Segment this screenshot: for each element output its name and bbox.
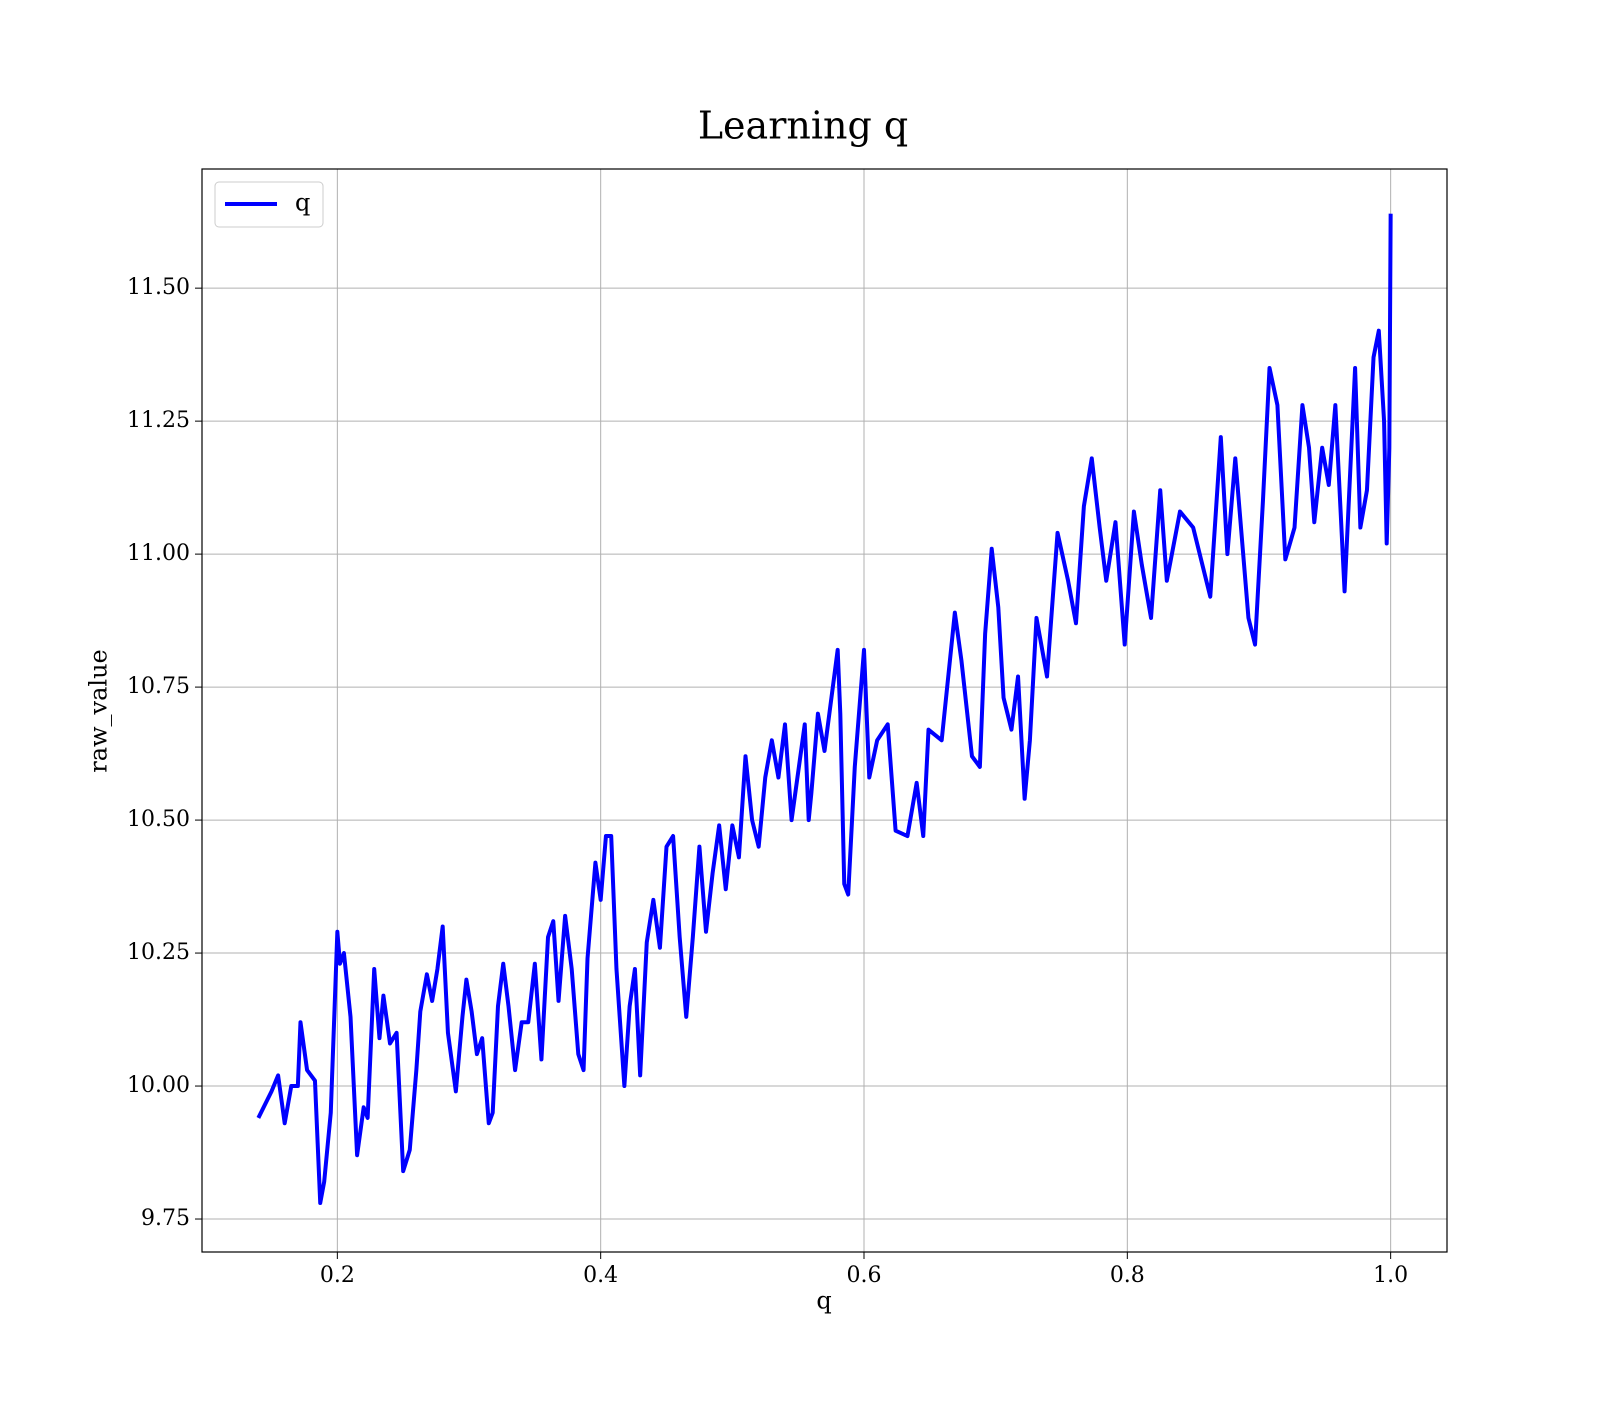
- x-tick-label: 0.4: [583, 1263, 618, 1288]
- chart-title: Learning q: [698, 104, 908, 148]
- y-tick-label: 10.25: [127, 940, 190, 965]
- x-tick-label: 0.6: [846, 1263, 881, 1288]
- y-axis-label: raw_value: [85, 649, 113, 773]
- data-line: [256, 213, 1393, 1206]
- x-tick-label: 1.0: [1373, 1263, 1408, 1288]
- x-tick-label: 0.2: [320, 1263, 355, 1288]
- legend: q: [214, 181, 324, 228]
- y-tick-label: 11.25: [127, 408, 190, 433]
- y-tick-label: 11.50: [127, 275, 190, 300]
- x-axis-label: q: [816, 1287, 831, 1315]
- y-tick-label: 10.75: [127, 674, 190, 699]
- y-tick-label: 11.00: [127, 541, 190, 566]
- x-tick-label: 0.8: [1110, 1263, 1145, 1288]
- legend-label: q: [295, 189, 310, 217]
- plot-frame: [201, 168, 1448, 1253]
- y-tick-label: 10.00: [127, 1073, 190, 1098]
- y-tick-label: 9.75: [141, 1206, 190, 1231]
- y-tick-label: 10.50: [127, 807, 190, 832]
